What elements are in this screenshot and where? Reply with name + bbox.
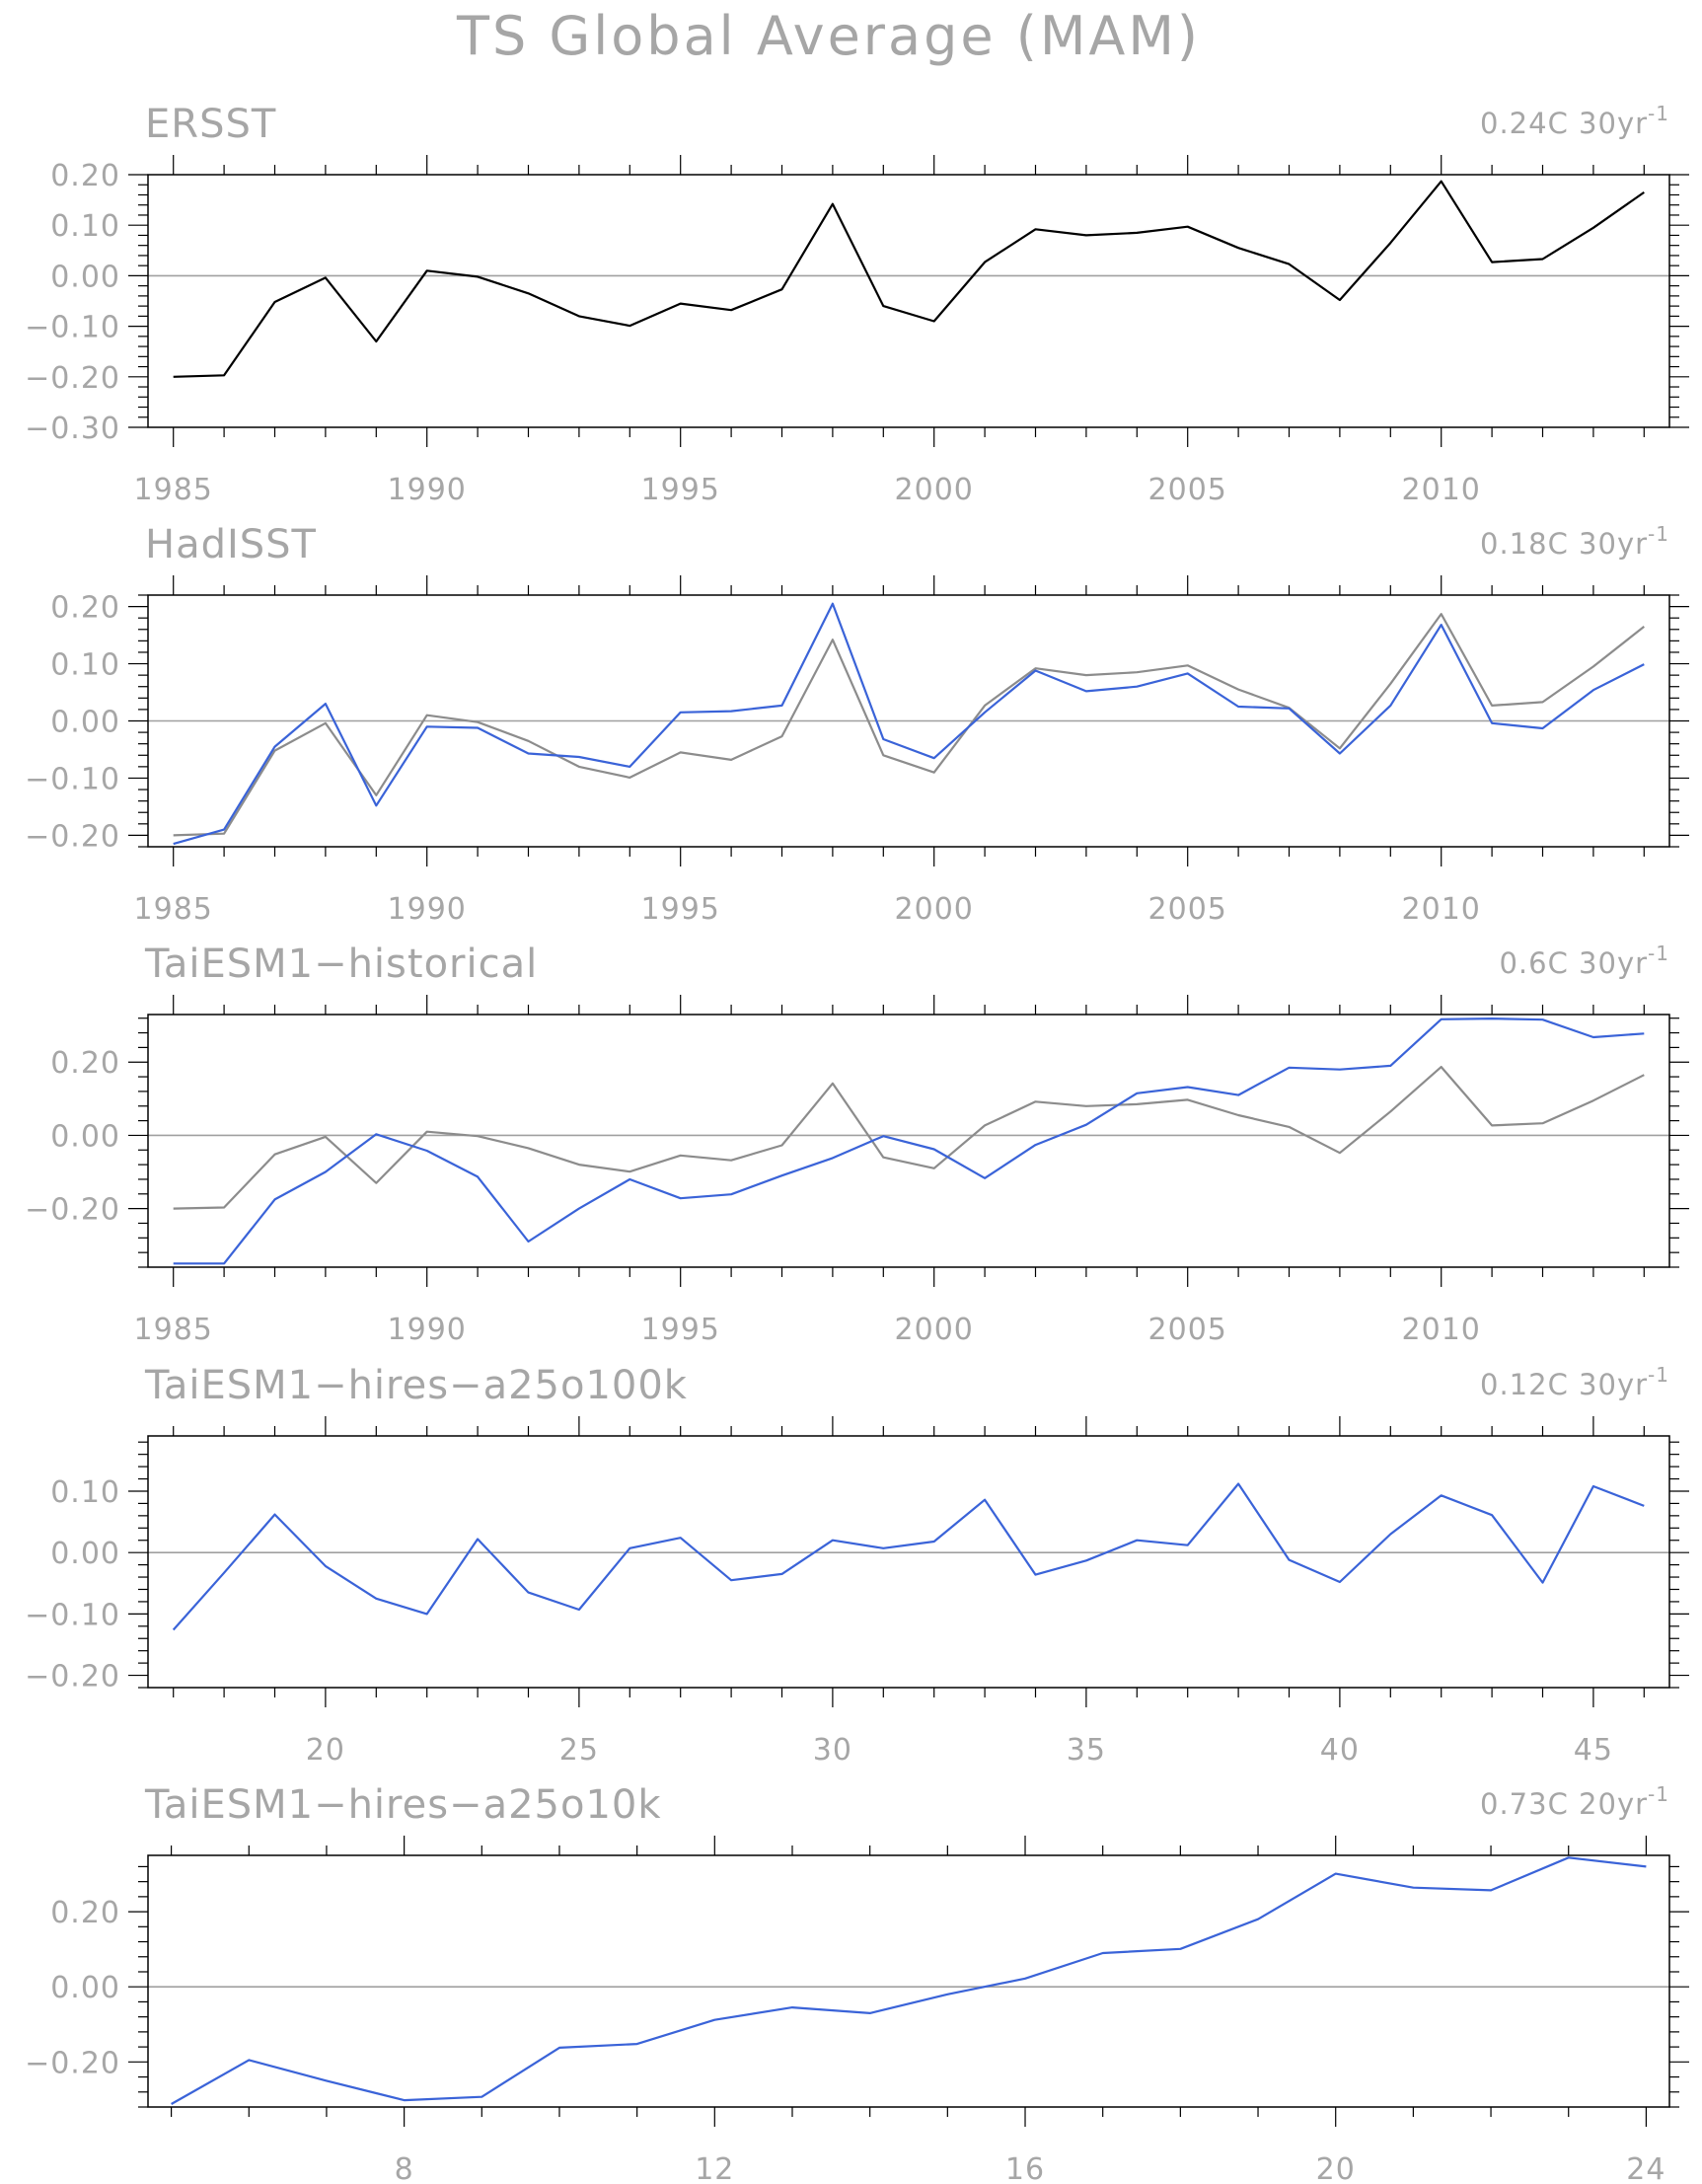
figure-title: TS Global Average (MAM) [456, 5, 1201, 67]
y-tick-label: 0.20 [50, 159, 120, 193]
y-tick-label: −0.20 [25, 819, 120, 854]
x-tick-label: 2000 [895, 892, 974, 927]
x-tick-label: 8 [395, 2152, 414, 2184]
trend-label: 0.6C 30yr-1 [1499, 941, 1669, 980]
x-tick-label: 1985 [134, 473, 213, 507]
x-tick-label: 2005 [1148, 473, 1227, 507]
x-tick-label: 1990 [388, 1313, 467, 1347]
series-line [173, 612, 1645, 837]
y-tick-label: −0.10 [25, 1598, 120, 1632]
x-tick-label: 2000 [895, 473, 974, 507]
trend-label: 0.24C 30yr-1 [1480, 102, 1669, 140]
y-tick-label: −0.20 [25, 1660, 120, 1694]
series-line [171, 1856, 1647, 2105]
x-tick-label: 1990 [388, 892, 467, 927]
y-tick-label: 0.10 [50, 648, 120, 683]
x-tick-label: 1985 [134, 892, 213, 927]
series-line [173, 1017, 1645, 1265]
y-tick-label: 0.00 [50, 706, 120, 740]
y-tick-label: 0.00 [50, 1119, 120, 1154]
x-tick-label: 24 [1626, 2152, 1665, 2184]
y-tick-label: 0.20 [50, 1046, 120, 1081]
x-tick-label: 2005 [1148, 892, 1227, 927]
chart-panel: TaiESM1−hires−a25o100k 0.12C 30yr-1 20 25 30… [25, 1363, 1689, 1768]
y-tick-label: −0.20 [25, 1193, 120, 1228]
y-tick-label: 0.10 [50, 209, 120, 244]
y-tick-label: 0.00 [50, 260, 120, 294]
plot-frame [147, 174, 1670, 428]
x-tick-label: 40 [1320, 1733, 1360, 1768]
chart-panel: HadISST 0.18C 30yr-1 1985 1990 1995 2000 2005 2… [25, 522, 1689, 927]
x-tick-label: 20 [1316, 2152, 1356, 2184]
panel-title: ERSST [145, 102, 276, 147]
trend-label: 0.73C 20yr-1 [1480, 1782, 1669, 1821]
x-tick-label: 20 [306, 1733, 345, 1768]
series-line [173, 1065, 1645, 1210]
y-tick-label: −0.10 [25, 762, 120, 796]
y-tick-label: −0.20 [25, 361, 120, 396]
x-tick-label: 12 [695, 2152, 734, 2184]
series-line [173, 602, 1645, 846]
x-tick-label: 1995 [641, 1313, 720, 1347]
x-tick-label: 45 [1574, 1733, 1613, 1768]
x-tick-label: 25 [559, 1733, 599, 1768]
x-tick-label: 2010 [1402, 473, 1481, 507]
x-tick-label: 1990 [388, 473, 467, 507]
y-tick-label: 0.00 [50, 1537, 120, 1571]
chart-panel: TaiESM1−hires−a25o10k 0.73C 20yr-1 8 12 16 20… [25, 1782, 1689, 2184]
plot-frame [147, 1854, 1670, 2108]
x-tick-label: 1995 [641, 892, 720, 927]
panel-title: TaiESM1−hires−a25o10k [144, 1782, 662, 1828]
y-tick-label: 0.20 [50, 1896, 120, 1930]
panel-title: HadISST [145, 522, 317, 567]
x-tick-label: 1995 [641, 473, 720, 507]
plot-frame [147, 1435, 1670, 1689]
series-line [173, 180, 1645, 378]
x-tick-label: 2010 [1402, 1313, 1481, 1347]
x-tick-label: 35 [1067, 1733, 1106, 1768]
y-tick-label: −0.20 [25, 2046, 120, 2080]
y-tick-label: −0.30 [25, 412, 120, 446]
panel-title: TaiESM1−historical [144, 941, 538, 987]
x-tick-label: 2000 [895, 1313, 974, 1347]
x-tick-label: 2010 [1402, 892, 1481, 927]
x-tick-label: 16 [1005, 2152, 1045, 2184]
series-line [172, 1482, 1645, 1631]
chart-panel: ERSST 0.24C 30yr-1 1985 1990 1995 2000 2005 201… [25, 102, 1689, 507]
plot-frame [147, 1014, 1670, 1268]
y-tick-label: −0.10 [25, 311, 120, 345]
y-tick-label: 0.10 [50, 1475, 120, 1510]
y-tick-label: 0.00 [50, 1971, 120, 2005]
x-tick-label: 30 [813, 1733, 852, 1768]
chart-panel: TaiESM1−historical 0.6C 30yr-1 1985 1990 199… [25, 941, 1689, 1347]
x-tick-label: 2005 [1148, 1313, 1227, 1347]
y-tick-label: 0.20 [50, 591, 120, 626]
trend-label: 0.18C 30yr-1 [1480, 522, 1669, 561]
x-tick-label: 1985 [134, 1313, 213, 1347]
trend-label: 0.12C 30yr-1 [1480, 1363, 1669, 1401]
panel-title: TaiESM1−hires−a25o100k [144, 1363, 688, 1408]
